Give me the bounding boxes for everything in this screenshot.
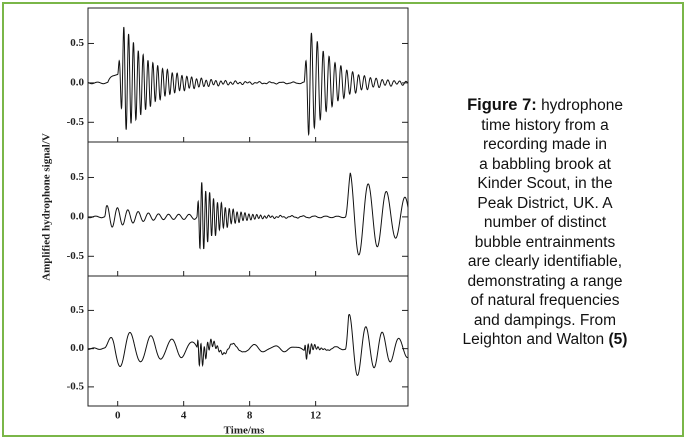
x-tick-label: 0 [115,410,121,422]
caption-line: bubble entrainments [410,233,680,253]
waveform [88,314,409,376]
y-tick-label: 0.5 [70,37,84,49]
y-tick-label: 0.0 [70,342,84,354]
waveform [87,26,409,137]
caption-line: Leighton and Walton (5) [410,330,680,350]
caption-text: bubble entrainments [474,233,616,251]
caption-line: time history from a [410,116,680,136]
caption-text: demonstrating a range [467,272,623,290]
caption-text: time history from a [481,116,609,134]
caption-text: recording made in [482,136,608,153]
figure-label: Figure 7: [467,96,537,114]
caption-text: Kinder Scout, in the [477,175,613,192]
caption-text: and dampings. From [473,311,617,329]
caption-line: Kinder Scout, in the [410,174,680,194]
y-tick-label: 0.0 [70,76,84,88]
waveform [87,172,409,256]
y-tick-label: 0.5 [70,304,84,316]
caption-line: Peak District, UK. A [410,194,680,214]
y-tick-label: -0.5 [67,116,85,128]
caption-text: hydrophone [541,97,623,114]
x-tick-label: 4 [181,410,187,422]
y-tick-label: 0.5 [70,171,84,183]
caption-text: Leighton and Walton [462,331,605,348]
y-axis-label: Amplified hydrophone signal/V [41,133,53,281]
caption-line: and dampings. From [410,311,680,331]
panel-frame [87,141,409,277]
x-axis-label: Time/ms [224,425,265,437]
caption-line: recording made in [410,135,680,155]
x-tick-label: 8 [247,410,253,422]
caption-text: are clearly identifiable, [467,253,623,270]
panel-frame [87,275,409,407]
caption-line: demonstrating a range [410,272,680,292]
caption-line: number of distinct [410,213,680,233]
caption-text: of natural frequencies [470,292,620,309]
caption-text: a babbling brook at [479,155,611,173]
x-tick-label: 12 [310,410,322,422]
caption-line: of natural frequencies [410,291,680,311]
reference: (5) [608,331,628,348]
caption-line: Figure 7: hydrophone [410,96,680,116]
y-tick-label: 0.0 [70,210,84,222]
panel-frame [87,7,409,143]
caption-line: are clearly identifiable, [410,252,680,272]
caption-line: a babbling brook at [410,155,680,175]
caption-text: number of distinct [483,214,607,231]
y-tick-label: -0.5 [67,380,85,392]
caption-text: Peak District, UK. A [477,194,613,212]
y-tick-label: -0.5 [67,250,85,262]
